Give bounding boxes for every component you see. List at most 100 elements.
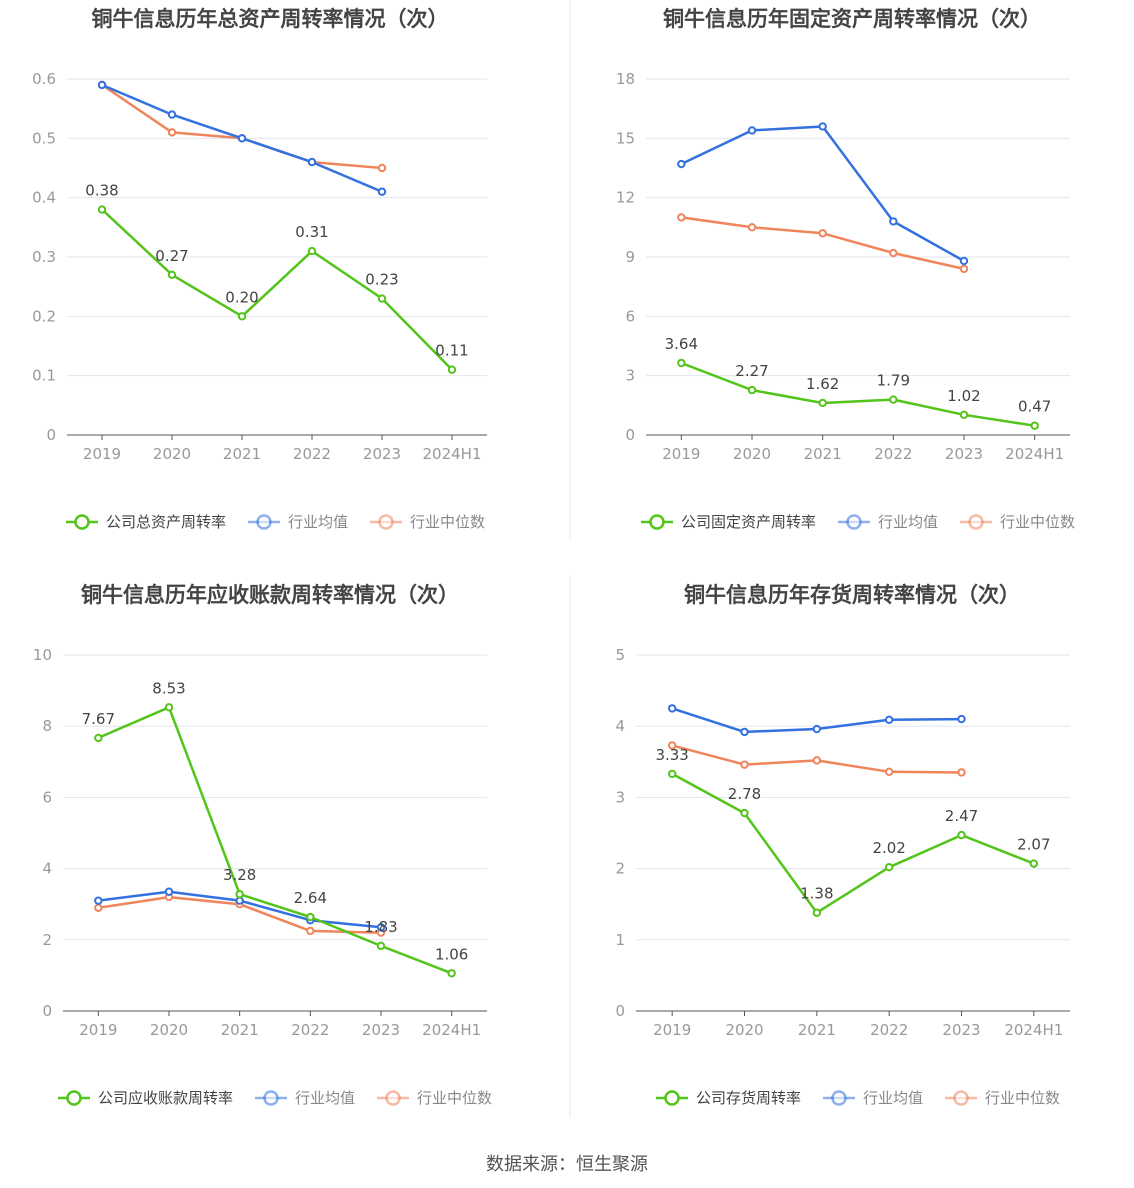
data-point-median [884,767,894,776]
series-line-company [97,706,453,975]
data-point-median [959,264,969,274]
y-tick-label: 8 [42,717,52,735]
data-label: 0.47 [1018,398,1051,416]
data-point-company [235,890,244,899]
legend-label-median: 行业中位数 [985,1089,1060,1107]
y-tick-label: 3 [615,788,625,806]
data-label: 2.27 [735,362,768,380]
x-tick-label: 2019 [79,1021,117,1039]
x-tick-label: 2021 [221,1021,259,1039]
legend-label-median: 行业中位数 [410,513,485,531]
legend-marker-average [256,514,272,530]
data-label: 1.38 [800,885,833,903]
legend-marker-average [263,1090,279,1106]
data-point-company [812,908,822,917]
y-tick-label: 18 [616,70,635,88]
data-point-average [376,923,386,932]
legend-label-company: 公司总资产周转率 [106,513,226,531]
data-label: 1.62 [806,375,839,393]
data-point-average [97,80,107,90]
data-point-average [740,727,749,737]
data-point-average [884,715,894,724]
data-point-average [889,217,898,226]
data-point-median [377,163,387,173]
x-tick-label: 2023 [942,1021,980,1039]
chart-title: 铜牛信息历年总资产周转率情况（次） [92,7,449,31]
data-point-average [667,704,677,713]
data-point-company [377,294,387,303]
y-tick-label: 0 [625,426,635,444]
data-point-company [957,830,966,840]
legend-marker-median [385,1090,401,1106]
data-point-median [167,128,177,137]
chart-title: 铜牛信息历年应收账款周转率情况（次） [81,583,459,607]
legend-label-median: 行业中位数 [1000,513,1075,531]
data-label: 2.64 [294,889,327,907]
data-label: 1.79 [877,372,910,390]
data-label: 7.67 [82,710,115,728]
data-label: 1.02 [947,387,980,405]
x-tick-label: 2022 [874,445,912,463]
y-tick-label: 0 [615,1002,625,1020]
data-point-company [818,398,827,408]
data-point-company [1030,421,1039,430]
series-line-median [681,216,965,271]
data-point-company [959,410,969,420]
data-point-average [677,159,686,169]
y-tick-label: 0 [42,1002,52,1020]
x-tick-label: 2024H1 [1004,1021,1063,1039]
data-point-company [306,912,315,922]
y-tick-label: 0.3 [32,248,56,266]
data-point-median [818,229,827,238]
y-tick-label: 0.4 [32,189,56,207]
data-point-company [740,808,749,818]
data-point-company [889,395,898,404]
data-label: 3.28 [223,866,256,884]
data-label: 0.20 [225,288,258,306]
legend-label-average: 行业均值 [863,1089,923,1107]
data-label: 2.78 [728,785,761,803]
data-point-median [677,213,686,222]
data-point-company [164,703,174,712]
y-tick-label: 6 [42,788,52,806]
data-point-average [164,887,174,896]
data-label: 2.47 [945,807,978,825]
legend-label-median: 行业中位数 [417,1089,492,1107]
x-tick-label: 2024H1 [1005,445,1064,463]
x-tick-label: 2023 [363,445,401,463]
legend-marker-company [66,1090,82,1106]
y-tick-label: 3 [625,367,635,385]
legend-marker-median [968,514,984,530]
data-point-average [94,896,103,905]
data-point-company [447,365,457,374]
legend-marker-company [649,514,665,530]
data-point-median [889,248,898,258]
x-tick-label: 2021 [223,445,261,463]
data-point-company [447,969,456,978]
data-point-median [812,756,822,765]
legend-label-average: 行业均值 [288,513,348,531]
data-label: 1.83 [364,918,397,936]
legend-label-company: 公司固定资产周转率 [681,513,816,531]
data-label: 0.11 [435,342,468,360]
series-line-average [680,125,965,263]
data-label: 0.38 [85,182,118,200]
data-point-company [307,246,317,256]
x-tick-label: 2023 [362,1021,400,1039]
data-point-average [167,110,177,119]
legend-marker-average [831,1090,847,1106]
data-point-median [747,223,757,232]
chart-title: 铜牛信息历年固定资产周转率情况（次） [663,7,1041,31]
y-tick-label: 2 [615,860,625,878]
y-tick-label: 1 [615,931,625,949]
x-tick-label: 2022 [291,1021,329,1039]
data-point-average [959,256,969,266]
y-tick-label: 6 [625,307,635,325]
data-point-average [812,724,822,734]
data-point-company [747,385,757,395]
data-point-company [884,862,894,872]
y-tick-label: 15 [616,129,635,147]
x-tick-label: 2021 [804,445,842,463]
data-point-median [740,760,749,769]
